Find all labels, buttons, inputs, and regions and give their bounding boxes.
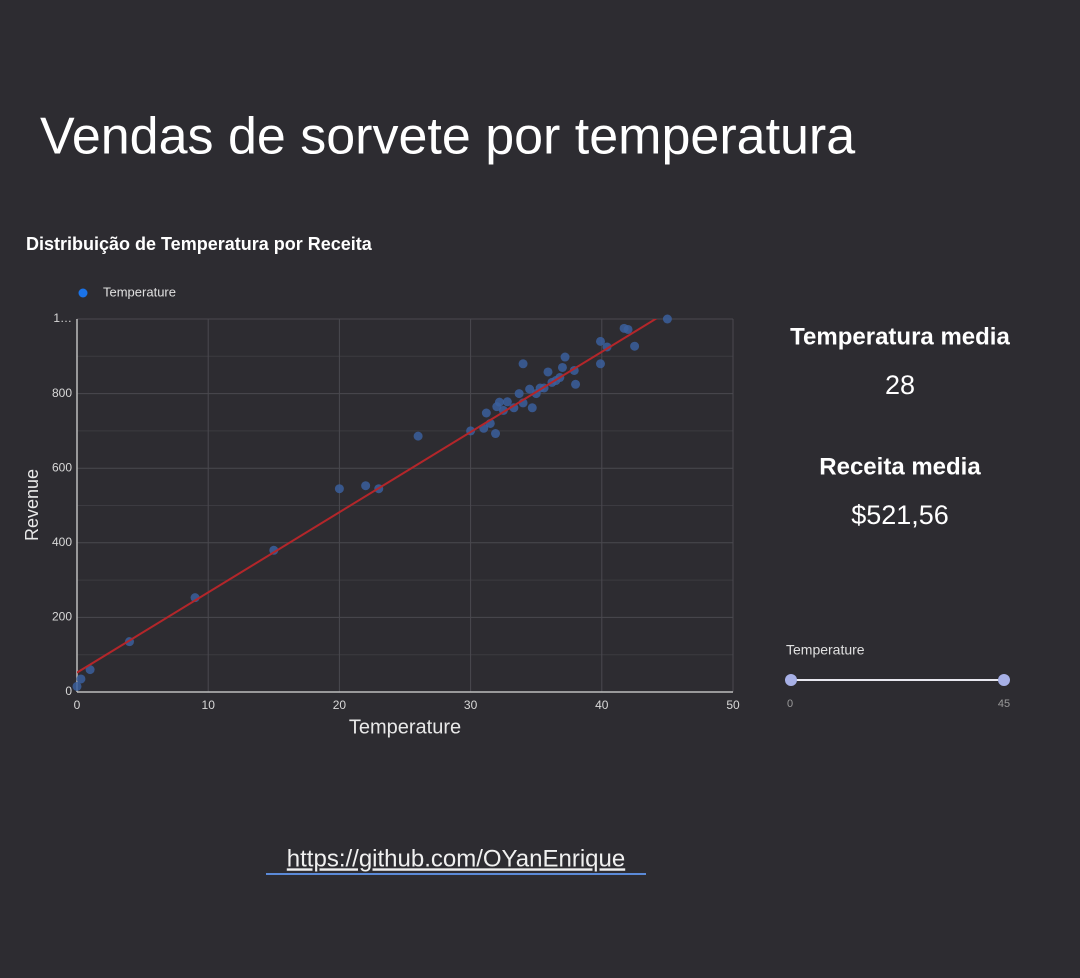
y-axis-label: Revenue xyxy=(22,469,42,541)
trendline xyxy=(77,319,658,674)
y-tick-label: 400 xyxy=(52,535,72,549)
data-point xyxy=(543,367,553,377)
data-point xyxy=(557,362,567,372)
data-point xyxy=(85,665,95,675)
data-point xyxy=(560,352,570,362)
y-tick-label: 600 xyxy=(52,460,72,474)
scorecard-value: 28 xyxy=(885,370,915,400)
data-point xyxy=(413,431,423,441)
page-title: Vendas de sorvete por temperatura xyxy=(40,108,855,166)
data-point xyxy=(76,674,86,684)
x-tick-label: 50 xyxy=(726,698,740,712)
data-point xyxy=(491,429,501,439)
y-tick-label: 200 xyxy=(52,610,72,624)
slider-min-handle[interactable] xyxy=(785,674,797,686)
github-link[interactable]: https://github.com/OYanEnrique xyxy=(287,845,625,872)
data-point xyxy=(509,403,519,413)
data-point xyxy=(361,481,371,491)
data-point xyxy=(595,359,605,369)
chart-title: Distribuição de Temperatura por Receita xyxy=(26,234,373,254)
data-point xyxy=(662,314,672,324)
slider-min-label: 0 xyxy=(787,698,793,710)
x-tick-label: 0 xyxy=(74,698,81,712)
data-point xyxy=(72,681,82,691)
data-point xyxy=(595,336,605,346)
x-tick-label: 10 xyxy=(202,698,216,712)
data-point xyxy=(334,484,344,494)
x-tick-label: 20 xyxy=(333,698,347,712)
y-tick-label: 0 xyxy=(65,684,72,698)
x-axis-label: Temperature xyxy=(349,716,461,738)
data-point xyxy=(525,384,535,394)
legend-label: Temperature xyxy=(103,284,176,299)
data-point xyxy=(502,397,512,407)
scorecard-label: Temperatura media xyxy=(790,323,1010,350)
slider-max-handle[interactable] xyxy=(998,674,1010,686)
scorecard-label: Receita media xyxy=(819,453,981,480)
data-point xyxy=(527,403,537,413)
data-point xyxy=(630,341,640,351)
y-tick-label: 800 xyxy=(52,386,72,400)
slider-label: Temperature xyxy=(786,642,865,658)
data-point xyxy=(481,408,491,418)
data-point xyxy=(514,389,524,399)
x-tick-label: 30 xyxy=(464,698,478,712)
data-point xyxy=(494,397,504,407)
x-tick-label: 40 xyxy=(595,698,609,712)
slider-max-label: 45 xyxy=(998,698,1010,710)
scorecard-value: $521,56 xyxy=(851,500,949,530)
data-point xyxy=(571,379,581,389)
data-point xyxy=(623,324,633,334)
data-point xyxy=(518,359,528,369)
data-point xyxy=(269,545,279,555)
legend-swatch xyxy=(78,288,88,298)
y-tick-label: 1… xyxy=(53,311,72,325)
